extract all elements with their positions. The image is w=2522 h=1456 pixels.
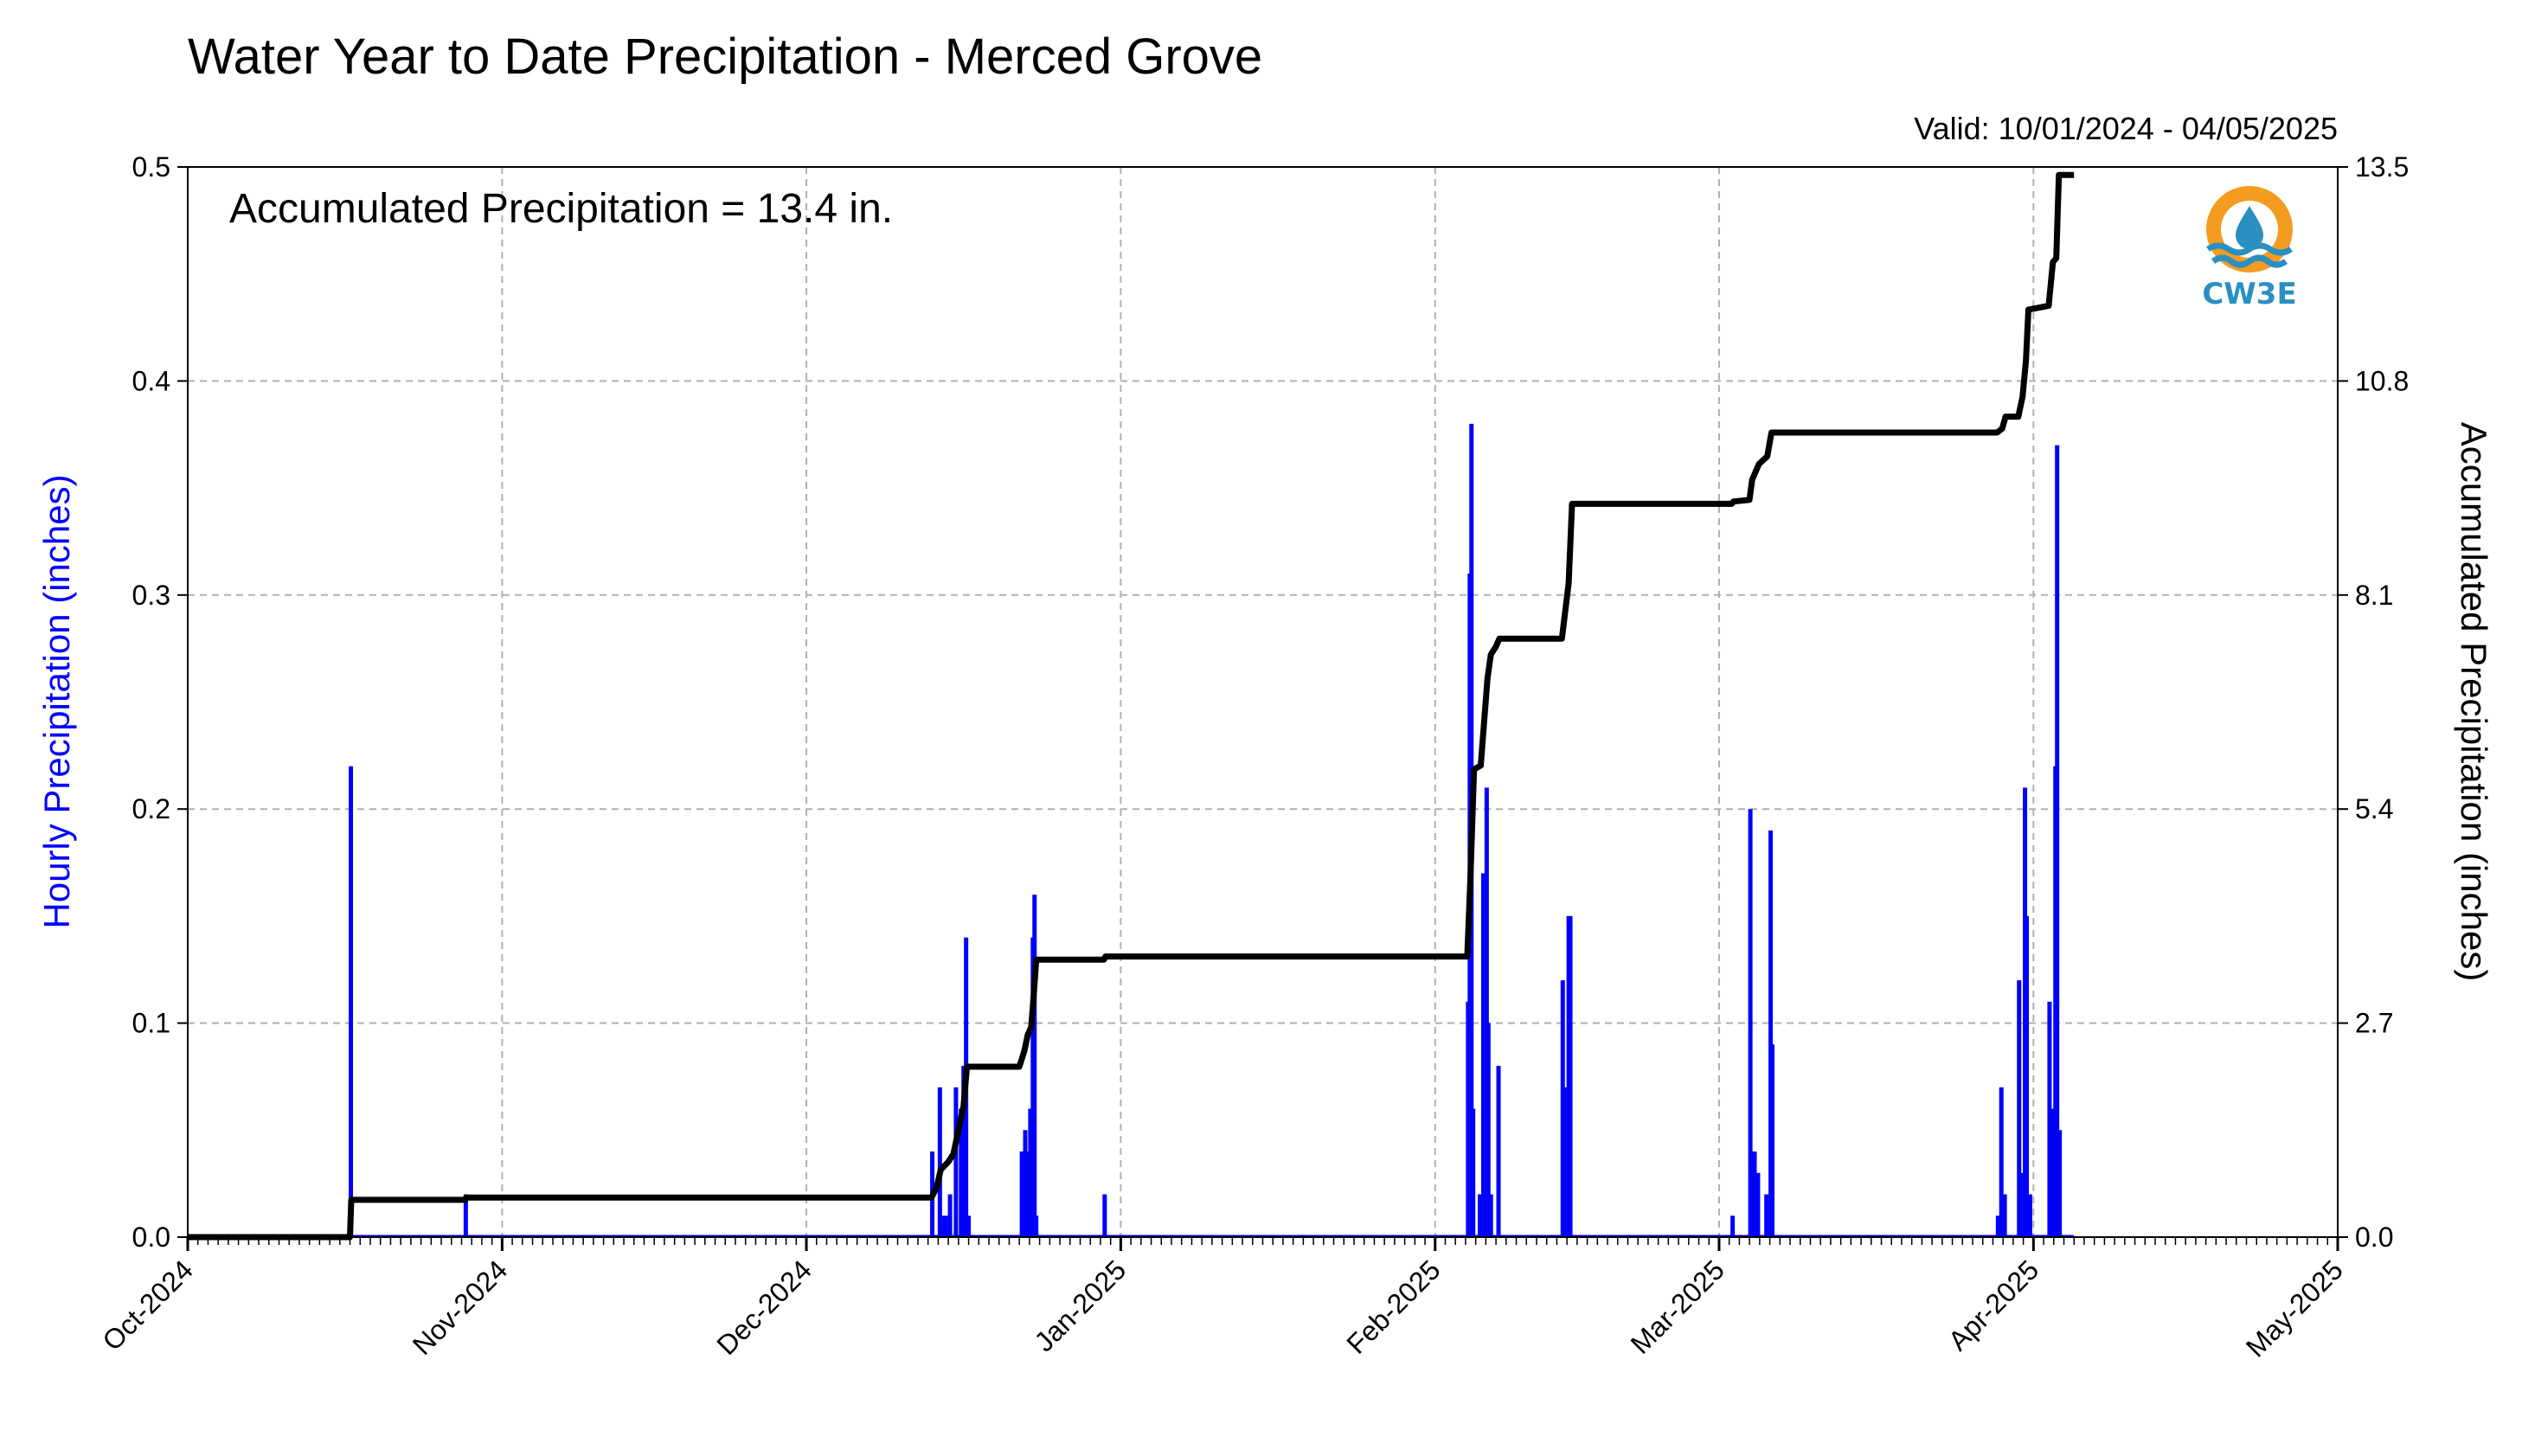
hourly-bar	[2055, 445, 2060, 1237]
hourly-bar	[1484, 787, 1489, 1237]
valid-date-range: Valid: 10/01/2024 - 04/05/2025	[1914, 111, 2338, 146]
chart-title: Water Year to Date Precipitation - Merce…	[188, 29, 1262, 85]
hourly-bar	[2025, 915, 2030, 1237]
cw3e-logo: CW3E	[2202, 186, 2297, 311]
hourly-bar	[1999, 1087, 2004, 1237]
left-tick-label: 0.1	[132, 1008, 170, 1039]
grid-lines	[188, 167, 2338, 1237]
right-tick-label: 8.1	[2355, 580, 2393, 611]
left-tick-label: 0.4	[132, 365, 170, 396]
hourly-bar	[2047, 1001, 2052, 1237]
right-axis-label: Accumulated Precipitation (inches)	[2454, 422, 2494, 982]
hourly-bar	[2019, 1172, 2025, 1237]
hourly-bar	[953, 1087, 959, 1237]
right-tick-label: 5.4	[2355, 793, 2393, 824]
hourly-bar	[349, 766, 354, 1237]
left-tick-label: 0.5	[132, 151, 170, 183]
left-tick-label: 0.3	[132, 580, 170, 611]
hourly-bar	[2017, 980, 2022, 1237]
hourly-bar	[463, 1194, 468, 1237]
hourly-bar	[1770, 1044, 1775, 1237]
hourly-bar	[2057, 1130, 2063, 1237]
logo-wave-2	[2211, 254, 2288, 268]
logo-wave-1	[2206, 242, 2293, 256]
hourly-bar	[1563, 1087, 1568, 1237]
right-tick-label: 10.8	[2355, 365, 2409, 396]
left-axis-ticks: 0.0 0.1 0.2 0.3 0.4 0.5	[132, 151, 188, 1253]
hourly-bar	[1023, 1130, 1028, 1237]
hourly-bar	[1480, 873, 1486, 1237]
hourly-bar	[2002, 1194, 2007, 1237]
logo-text: CW3E	[2202, 277, 2296, 311]
hourly-bar	[1995, 1215, 2000, 1237]
hourly-bar	[1478, 1194, 1483, 1237]
right-tick-label: 13.5	[2355, 151, 2409, 183]
hourly-bar	[1019, 1151, 1024, 1237]
hourly-bar	[1764, 1194, 1769, 1237]
hourly-bar	[1102, 1194, 1107, 1237]
left-tick-label: 0.0	[132, 1222, 170, 1253]
hourly-bar	[1471, 1108, 1476, 1237]
hourly-bar	[1488, 1194, 1493, 1237]
left-tick-label: 0.2	[132, 793, 170, 824]
accumulated-total-annotation: Accumulated Precipitation = 13.4 in.	[229, 186, 893, 232]
hourly-bar	[2050, 1108, 2055, 1237]
hourly-bar	[1032, 895, 1037, 1237]
hourly-bar	[1496, 1066, 1501, 1237]
hourly-bar	[966, 1215, 972, 1237]
hourly-bar	[1755, 1172, 1761, 1237]
hourly-bar	[943, 1215, 948, 1237]
right-tick-label: 2.7	[2355, 1008, 2393, 1039]
accumulated-precipitation-line	[188, 171, 2075, 1241]
hourly-bar	[1025, 1151, 1030, 1237]
hourly-bar	[1768, 830, 1774, 1237]
left-axis-label: Hourly Precipitation (inches)	[36, 474, 77, 928]
hourly-bar	[961, 1066, 966, 1237]
hourly-bar	[937, 1087, 942, 1237]
hourly-bar	[940, 1215, 945, 1237]
hourly-bar	[1560, 980, 1565, 1237]
hourly-bar	[959, 1108, 964, 1237]
hourly-bar	[1028, 1108, 1033, 1237]
water-drop-icon	[2236, 206, 2263, 249]
hourly-bar	[1752, 1151, 1757, 1237]
hourly-bar	[1748, 809, 1753, 1237]
hourly-bar	[1730, 1215, 1736, 1237]
hourly-bar	[1034, 1215, 1039, 1237]
hourly-bar	[1486, 1023, 1491, 1237]
hourly-bar	[2027, 1194, 2032, 1237]
hourly-bar	[1568, 915, 1573, 1237]
right-tick-label: 0.0	[2355, 1222, 2393, 1253]
right-axis-ticks: 0.0 2.7 5.4 8.1 10.8 13.5	[2338, 151, 2409, 1253]
hourly-bar	[947, 1194, 953, 1237]
